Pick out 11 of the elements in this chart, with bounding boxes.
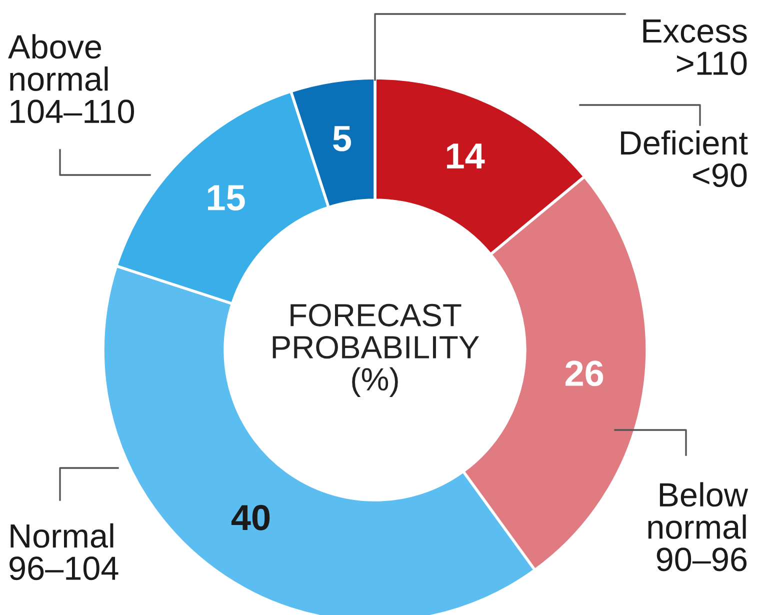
data-label: 26 (566, 360, 604, 386)
text: FORECAST PROBABILITY (%) (272, 304, 480, 397)
slice-label: Below normal 90–96 (648, 482, 748, 572)
slice-label: Deficient <90 (621, 130, 748, 188)
slice-label: Above normal 104–110 (8, 34, 134, 124)
slice-label: Normal 96–104 (10, 523, 118, 580)
slice-label: Excess >110 (643, 20, 747, 76)
data-label: 14 (447, 144, 485, 168)
data-label: 40 (231, 504, 270, 530)
data-label: 15 (208, 185, 245, 210)
data-label: 5 (333, 126, 352, 152)
